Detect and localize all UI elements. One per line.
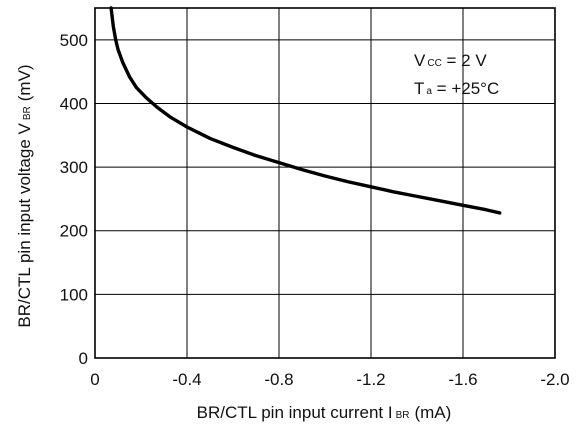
y-tick-label: 200 — [60, 222, 88, 241]
y-tick-label: 100 — [60, 285, 88, 304]
series-group — [109, 6, 502, 215]
x-tick-label: -0.4 — [172, 370, 201, 389]
plot-frame — [94, 7, 556, 359]
annotation-vcc: V CC = 2 V — [414, 51, 487, 70]
x-tick-label: -0.8 — [264, 370, 293, 389]
x-tick-label: -1.6 — [448, 370, 477, 389]
x-axis-ticks: 0 -0.4 -0.8 -1.2 -1.6 -2.0 — [90, 370, 569, 389]
y-tick-label: 400 — [60, 94, 88, 113]
x-tick-label: 0 — [90, 370, 99, 389]
series-line — [109, 6, 502, 215]
y-tick-label: 500 — [60, 31, 88, 50]
x-tick-label: -2.0 — [540, 370, 569, 389]
x-axis-label: BR/CTL pin input current I BR (mA) — [197, 403, 452, 422]
y-axis-ticks: 0 100 200 300 400 500 — [60, 31, 88, 368]
y-tick-label: 300 — [60, 158, 88, 177]
y-tick-label: 0 — [79, 349, 88, 368]
y-axis-label: BR/CTL pin input voltage VBR(mV) — [15, 64, 34, 327]
x-tick-label: -1.2 — [356, 370, 385, 389]
